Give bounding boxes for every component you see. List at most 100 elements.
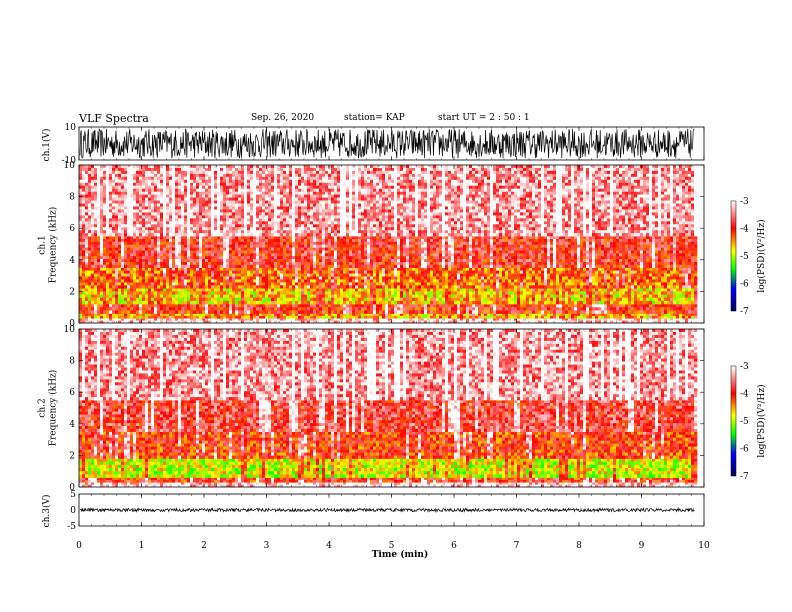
- spectrogram-cell: [259, 247, 263, 251]
- spectrogram-cell: [310, 244, 314, 248]
- spectrogram-cell: [493, 307, 497, 311]
- spectrogram-cell: [361, 267, 365, 271]
- spectrogram-cell: [175, 320, 179, 324]
- spectrogram-cell: [574, 282, 578, 286]
- spectrogram-cell: [364, 291, 368, 295]
- spectrogram-cell: [340, 264, 344, 268]
- spectrogram-cell: [589, 297, 593, 302]
- spectrogram-cell: [490, 273, 494, 277]
- spectrogram-cell: [274, 273, 278, 277]
- spectrogram-cell: [133, 236, 137, 240]
- spectrogram-cell: [487, 320, 491, 324]
- spectrogram-cell: [667, 318, 671, 321]
- spectrogram-cell: [520, 288, 524, 292]
- spectrogram-cell: [193, 300, 197, 305]
- spectrogram-cell: [343, 273, 347, 277]
- spectrogram-cell: [322, 320, 326, 324]
- spectrogram-cell: [331, 310, 335, 314]
- spectrogram-cell: [274, 315, 278, 319]
- spectrogram-cell: [277, 236, 281, 240]
- spectrogram-cell: [661, 320, 665, 324]
- spectrogram-cell: [484, 318, 488, 321]
- spectrogram-cell: [151, 250, 155, 254]
- spectrogram-cell: [211, 247, 215, 251]
- spectrogram-cell: [313, 304, 317, 308]
- spectrogram-cell: [586, 291, 590, 295]
- spectrogram-cell: [415, 276, 419, 280]
- spectrogram-cell: [667, 288, 671, 292]
- spectrogram-cell: [598, 276, 602, 280]
- spectrogram-cell: [310, 241, 314, 245]
- spectrogram-cell: [265, 262, 269, 266]
- spectrogram-cell: [397, 288, 401, 292]
- spectrogram-cell: [292, 294, 296, 299]
- spectrogram-cell: [190, 253, 194, 257]
- spectrogram-cell: [286, 244, 290, 248]
- spectrogram-cell: [229, 256, 233, 260]
- spectrogram-cell: [313, 297, 317, 302]
- spectrogram-cell: [187, 307, 191, 311]
- spectrogram-cell: [268, 294, 272, 299]
- spectrogram-cell: [523, 297, 527, 302]
- spectrogram-cell: [313, 291, 317, 295]
- spectrogram-cell: [445, 315, 449, 319]
- spectrogram-cell: [370, 279, 374, 283]
- spectrogram-cell: [205, 313, 209, 317]
- spectrogram-cell: [340, 244, 344, 248]
- spectrogram-cell: [169, 236, 173, 240]
- spectrogram-cell: [280, 241, 284, 245]
- spectrogram-cell: [682, 273, 686, 277]
- spectrogram-cell: [508, 288, 512, 292]
- spectrogram-cell: [634, 318, 638, 321]
- spectrogram-cell: [691, 297, 695, 302]
- spectrogram-cell: [139, 276, 143, 280]
- spectrogram-cell: [358, 282, 362, 286]
- spectrogram-cell: [367, 262, 371, 266]
- spectrogram-cell: [100, 276, 104, 280]
- spectrogram-cell: [466, 307, 470, 311]
- spectrogram-cell: [199, 250, 203, 254]
- spectrogram-cell: [376, 300, 380, 305]
- spectrogram-cell: [496, 270, 500, 274]
- spectrogram-cell: [103, 282, 107, 286]
- spectrogram-cell: [556, 273, 560, 277]
- spectrogram-cell: [622, 313, 626, 317]
- spectrogram-cell: [502, 315, 506, 319]
- spectrogram-cell: [172, 288, 176, 292]
- spectrogram-cell: [100, 294, 104, 299]
- spectrogram-cell: [379, 291, 383, 295]
- spectrogram-cell: [670, 313, 674, 317]
- spectrogram-cell: [298, 239, 302, 243]
- spectrogram-cell: [328, 250, 332, 254]
- spectrogram-cell: [205, 288, 209, 292]
- spectrogram-cell: [553, 267, 557, 271]
- spectrogram-cell: [199, 241, 203, 245]
- spectrogram-cell: [130, 307, 134, 311]
- spectrogram-cell: [229, 279, 233, 283]
- spectrogram-cell: [562, 313, 566, 317]
- spectrogram-cell: [130, 262, 134, 266]
- spectrogram-cell: [442, 291, 446, 295]
- spectrogram-cell: [163, 318, 167, 321]
- spectrogram-cell: [640, 282, 644, 286]
- spectrogram-cell: [397, 282, 401, 286]
- spectrogram-cell: [622, 267, 626, 271]
- spectrogram-cell: [325, 318, 329, 321]
- spectrogram-cell: [130, 239, 134, 243]
- spectrogram-cell: [481, 304, 485, 308]
- spectrogram-cell: [208, 285, 212, 289]
- spectrogram-cell: [100, 236, 104, 240]
- spectrogram-cell: [574, 273, 578, 277]
- spectrogram-cell: [202, 262, 206, 266]
- spectrogram-cell: [220, 256, 224, 260]
- spectrogram-cell: [343, 239, 347, 243]
- spectrogram-cell: [598, 288, 602, 292]
- spectrogram-cell: [394, 282, 398, 286]
- spectrogram-cell: [340, 276, 344, 280]
- spectrogram-cell: [424, 267, 428, 271]
- spectrogram-cell: [340, 247, 344, 251]
- spectrogram-cell: [430, 320, 434, 324]
- spectrogram-cell: [520, 313, 524, 317]
- spectrogram-cell: [193, 236, 197, 240]
- spectrogram-cell: [643, 313, 647, 317]
